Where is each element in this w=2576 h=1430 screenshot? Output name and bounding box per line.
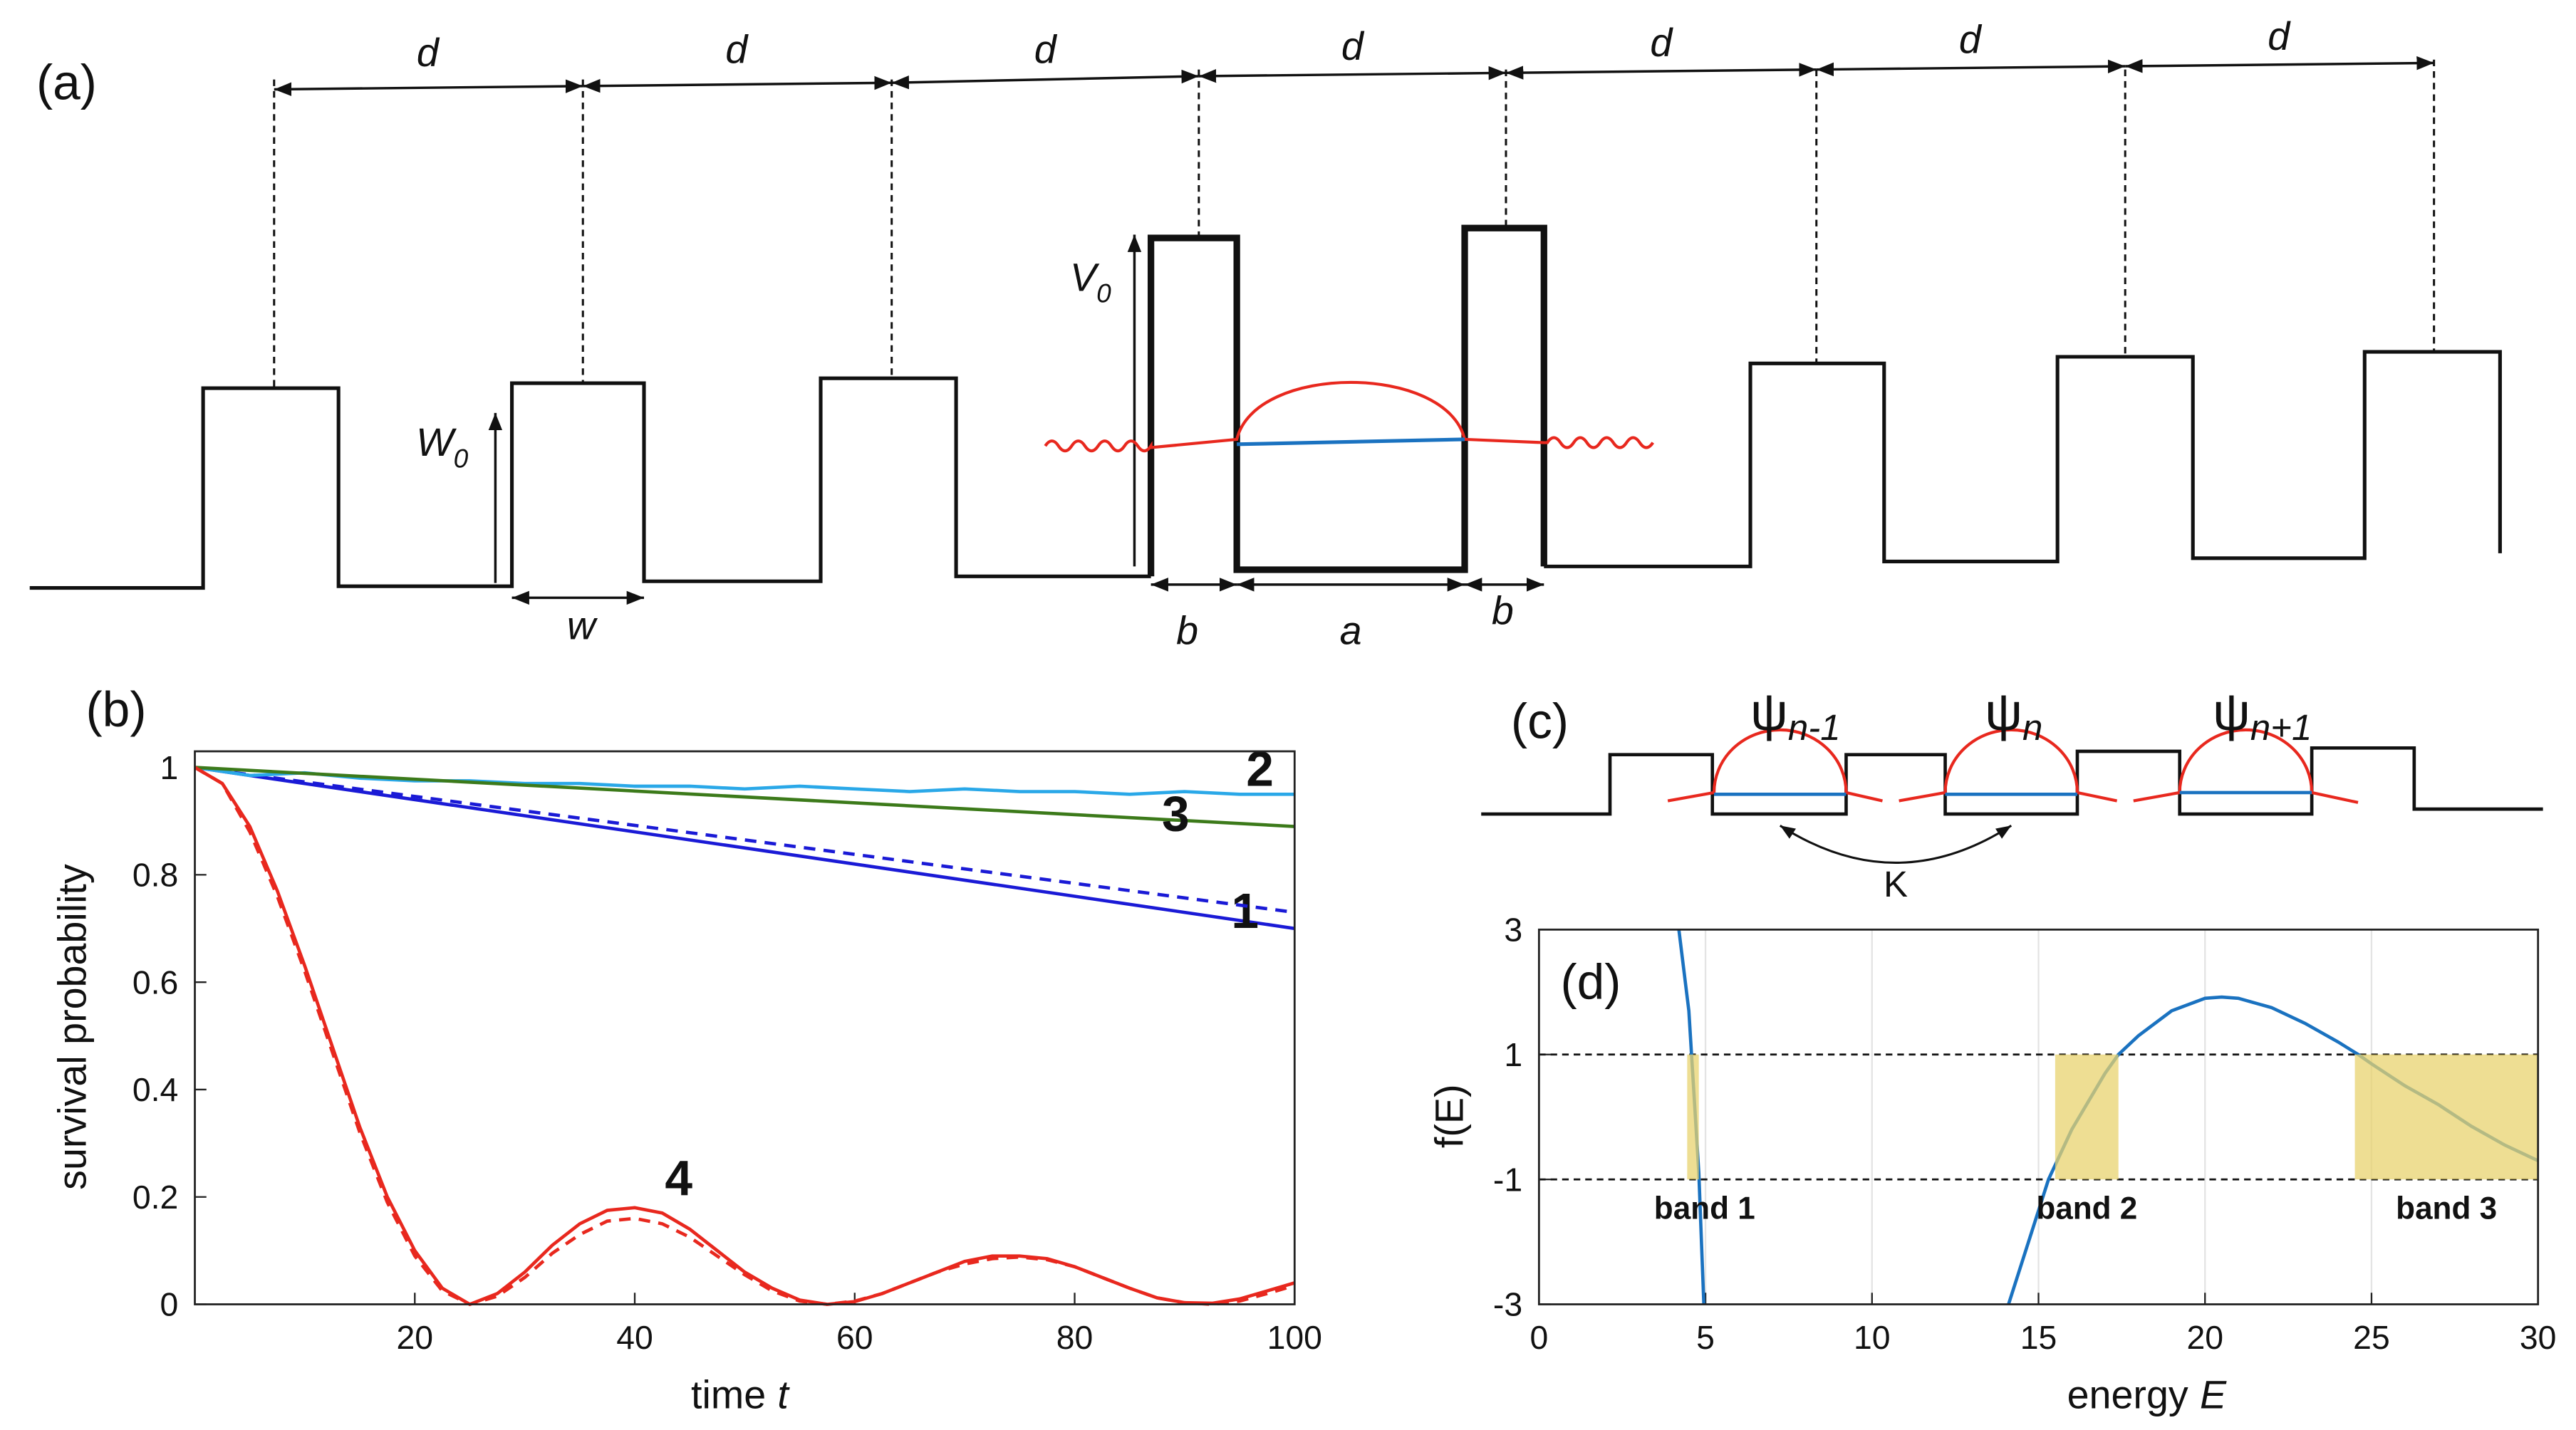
- x-tick-label: 20: [2186, 1319, 2223, 1356]
- defect-barrier: b: [1492, 589, 1514, 633]
- energy-levels: [1714, 790, 2312, 796]
- series-line: [194, 766, 1295, 931]
- subscript: n-1: [1788, 707, 1841, 748]
- x-tick-label: 100: [1267, 1319, 1322, 1356]
- series-label: 2: [1246, 741, 1274, 797]
- band-label: band 3: [2396, 1191, 2497, 1226]
- series-label: 3: [1162, 786, 1190, 841]
- symbol: V: [1070, 255, 1100, 299]
- chart: 20 40 60 80 100 0 0.2 0.4 0.6 0.8 1 1 2 3 4 (b) survival…: [51, 682, 1322, 1416]
- x-tick-label: 60: [836, 1319, 873, 1356]
- period-labels: d d d d d d d: [417, 14, 2291, 75]
- period-guides: [273, 59, 2436, 389]
- coupling: K: [1884, 864, 1908, 904]
- series-line: [194, 766, 1295, 1306]
- x-axis-label-symbol: E: [2200, 1373, 2227, 1417]
- subscript: n: [2022, 707, 2042, 748]
- plot-frame: [1537, 928, 2540, 1305]
- energy-level: [1237, 437, 1465, 447]
- period-label: d: [2268, 14, 2291, 58]
- x-tick-label: 30: [2520, 1319, 2557, 1356]
- state-label: ψn-1: [1750, 682, 1841, 748]
- x-tick-label: 5: [1696, 1319, 1715, 1356]
- x-tick-label: 25: [2353, 1319, 2390, 1356]
- band: [2055, 1054, 2119, 1180]
- x-axis-label: time t: [691, 1373, 790, 1417]
- barrier-height: W0: [416, 420, 469, 473]
- y-tick-label: 1: [160, 749, 179, 786]
- band-label: band 2: [2036, 1191, 2137, 1226]
- y-axis-label: survival probability: [51, 864, 95, 1190]
- plot-frame: [194, 750, 1296, 1305]
- y-tick-label: -3: [1493, 1286, 1522, 1323]
- chart: 0 5 10 15 20 25 30 -3 -1 1 3 band 1 band 2 band 3 (d) f…: [1428, 912, 2557, 1417]
- x-axis-label-text: energy: [2067, 1373, 2188, 1417]
- subscript: n+1: [2250, 707, 2312, 748]
- panel-label: (b): [86, 682, 147, 737]
- panel-a: (a) d d d d d: [29, 14, 2502, 652]
- subscript: 0: [454, 443, 469, 473]
- band-label: band 1: [1654, 1191, 1755, 1226]
- y-tick-label: 3: [1504, 912, 1522, 949]
- x-axis-label-symbol: t: [777, 1373, 790, 1417]
- symbol: W: [416, 420, 457, 464]
- y-tick-label: 0.6: [133, 964, 178, 1001]
- defect-barrier: b: [1176, 608, 1198, 652]
- period-label: d: [1034, 27, 1058, 71]
- period-label: d: [1650, 21, 1673, 65]
- symbol: ψ: [1750, 682, 1788, 741]
- band: [2354, 1054, 2538, 1180]
- y-tick-label: 1: [1504, 1036, 1522, 1073]
- series-label: 4: [665, 1151, 692, 1206]
- subscript: 0: [1096, 278, 1111, 308]
- potential: [1544, 350, 2502, 568]
- symbol: ψ: [1985, 682, 2022, 741]
- plot-area: [194, 751, 1295, 1305]
- x-tick-label: 0: [1530, 1319, 1548, 1356]
- defect-potential: [1147, 224, 1547, 577]
- state-label: ψn: [1985, 682, 2042, 748]
- x-tick-label: 10: [1854, 1319, 1891, 1356]
- series-line: [194, 766, 1295, 914]
- potential: [1481, 746, 2543, 816]
- period-label: d: [1341, 24, 1365, 68]
- y-tick-label: 0.2: [133, 1179, 178, 1216]
- period-arrows: [274, 56, 2434, 605]
- series-line: [194, 766, 1295, 796]
- symbol: ψ: [2213, 682, 2250, 741]
- y-tick-label: 0: [160, 1286, 179, 1323]
- state-label: ψn+1: [2213, 682, 2312, 748]
- series-label: 1: [1231, 883, 1259, 939]
- x-tick-label: 15: [2020, 1319, 2057, 1356]
- y-tick-label: 0.8: [133, 857, 178, 894]
- x-axis-label: energy E: [2067, 1373, 2227, 1417]
- defect-well: a: [1340, 608, 1362, 652]
- panel-label: (a): [36, 54, 97, 110]
- panel-label: (d): [1560, 954, 1621, 1010]
- x-tick-label: 40: [616, 1319, 653, 1356]
- y-tick-label: 0.4: [133, 1071, 178, 1108]
- y-axis-label: f(E): [1428, 1084, 1472, 1148]
- defect-height: V0: [1070, 255, 1111, 308]
- x-tick-label: 80: [1056, 1319, 1094, 1356]
- panel-c: (c) K ψn-1 ψn ψn+1: [1481, 682, 2543, 904]
- barrier-width: w: [567, 603, 598, 647]
- series-line: [194, 766, 1295, 828]
- wavefunctions: [1667, 728, 2359, 804]
- period-label: d: [725, 27, 749, 71]
- panel-label: (c): [1511, 693, 1569, 748]
- y-tick-label: -1: [1493, 1161, 1522, 1198]
- band: [1687, 1054, 1699, 1180]
- period-label: d: [417, 31, 440, 75]
- x-axis-label-text: time: [691, 1373, 766, 1417]
- x-tick-label: 20: [396, 1319, 433, 1356]
- potential: [29, 376, 1151, 590]
- wavefunction: [1044, 380, 1655, 453]
- period-label: d: [1959, 18, 1983, 62]
- coupling-arrow: [1779, 825, 2012, 864]
